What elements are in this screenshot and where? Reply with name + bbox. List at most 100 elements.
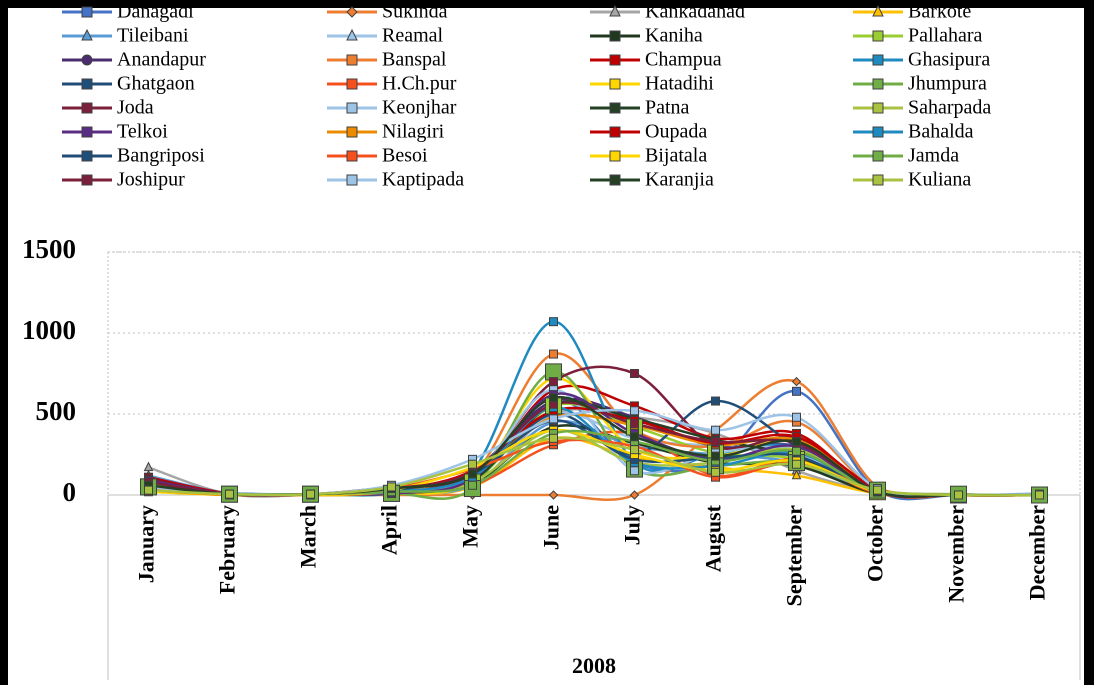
legend-label: Danagadi <box>117 1 194 23</box>
marker <box>711 467 720 477</box>
legend-label: Kaptipada <box>382 169 464 191</box>
marker <box>711 451 720 461</box>
legend-entry: Anandapur <box>62 49 206 71</box>
x-tick-label: February <box>215 505 240 594</box>
marker <box>609 4 621 17</box>
legend-label: Pallahara <box>908 25 983 47</box>
marker <box>711 425 720 435</box>
legend-entry: Danagadi <box>62 1 194 23</box>
marker <box>872 126 884 138</box>
x-tick-label: October <box>863 505 888 582</box>
marker <box>609 102 621 114</box>
marker <box>792 386 801 396</box>
marker <box>873 485 882 495</box>
legend-label: Barkote <box>908 1 971 23</box>
marker <box>792 446 801 456</box>
marker <box>609 174 621 186</box>
legend-label: Jamda <box>908 145 959 167</box>
x-tick-label: August <box>701 504 726 572</box>
marker <box>609 126 621 138</box>
marker <box>630 406 639 416</box>
legend-label: Jhumpura <box>908 73 987 95</box>
legend-label: Kankadahad <box>645 1 745 23</box>
marker <box>549 414 558 424</box>
marker <box>630 466 639 476</box>
marker <box>792 412 801 422</box>
legend-label: Nilagiri <box>382 121 445 143</box>
legend-entry: Banspal <box>327 49 447 71</box>
legend-label: Kaniha <box>645 25 703 47</box>
marker <box>609 30 621 42</box>
marker <box>81 126 93 138</box>
marker <box>81 78 93 90</box>
legend-entry: Champua <box>590 49 722 71</box>
marker <box>346 54 358 66</box>
marker <box>1035 490 1044 500</box>
x-tick-label: June <box>539 505 564 550</box>
marker <box>791 376 802 387</box>
marker <box>387 482 396 492</box>
x-axis-title: 2008 <box>572 653 616 678</box>
marker <box>346 126 358 138</box>
legend-entry: Pallahara <box>853 25 983 47</box>
legend-label: Bijatala <box>645 145 707 167</box>
marker <box>468 469 477 479</box>
x-tick-label: December <box>1025 505 1050 601</box>
marker <box>81 150 93 162</box>
legend-label: Joshipur <box>117 169 185 191</box>
marker <box>346 28 358 41</box>
marker <box>792 459 801 469</box>
marker <box>872 78 884 90</box>
marker <box>609 150 621 162</box>
marker <box>872 54 884 66</box>
marker <box>81 28 93 41</box>
legend-label: Sukinda <box>382 1 448 23</box>
marker <box>549 433 558 443</box>
legend-entry: Bangriposi <box>62 145 205 167</box>
marker <box>630 445 639 455</box>
marker <box>549 377 558 387</box>
x-tick-label: April <box>377 505 402 555</box>
legend-label: Ghatgaon <box>117 73 195 95</box>
marker <box>346 174 358 186</box>
marker <box>872 174 884 186</box>
x-tick-label: May <box>458 505 483 548</box>
legend-label: H.Ch.pur <box>382 73 457 95</box>
legend-label: Telkoi <box>117 121 168 143</box>
legend-label: Saharpada <box>908 97 991 119</box>
legend-label: Kuliana <box>908 169 971 191</box>
legend-label: Patna <box>645 97 690 119</box>
marker <box>468 480 477 490</box>
marker <box>711 437 720 447</box>
y-tick-label: 1500 <box>22 234 76 264</box>
marker <box>346 6 358 18</box>
legend-label: Tileibani <box>117 25 189 47</box>
legend-label: Bangriposi <box>117 145 205 167</box>
marker <box>872 4 884 17</box>
marker <box>630 419 639 429</box>
legend-entry: Besoi <box>327 145 428 167</box>
legend-entry: Jamda <box>853 145 959 167</box>
legend-label: Keonjhar <box>382 97 457 119</box>
marker <box>954 490 963 500</box>
legend-entry: Jhumpura <box>853 73 987 95</box>
marker <box>549 393 558 403</box>
legend-entry: Sukinda <box>327 1 448 23</box>
legend-entry: Keonjhar <box>327 97 457 119</box>
legend-label: Oupada <box>645 121 707 143</box>
legend-label: Champua <box>645 49 722 71</box>
marker <box>630 369 639 378</box>
legend-entry: Kaptipada <box>327 169 464 191</box>
marker <box>144 485 153 495</box>
marker <box>872 150 884 162</box>
legend-entry: Ghatgaon <box>62 73 195 95</box>
legend-entry: Patna <box>590 97 690 119</box>
x-tick-label: January <box>134 505 159 583</box>
x-tick-label: September <box>782 505 807 607</box>
marker <box>346 150 358 162</box>
y-tick-label: 0 <box>63 477 77 507</box>
marker <box>81 102 93 114</box>
legend-label: Bahalda <box>908 121 974 143</box>
legend-label: Ghasipura <box>908 49 990 71</box>
legend-label: Reamal <box>382 25 444 47</box>
